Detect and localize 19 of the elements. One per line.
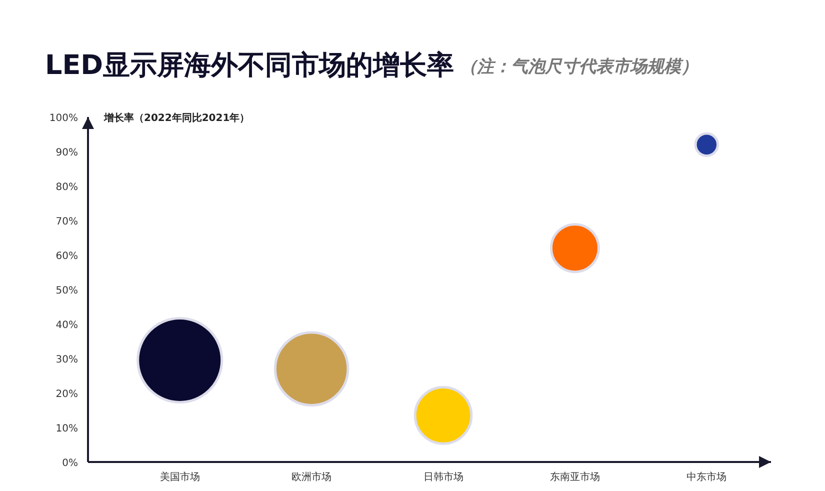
x-tick-label: 欧洲市场	[292, 471, 332, 483]
y-tick-label: 40%	[56, 320, 78, 331]
y-tick-label: 0%	[62, 458, 78, 469]
x-tick-label: 中东市场	[686, 471, 727, 483]
x-tick-label: 美国市场	[160, 471, 200, 483]
x-tick-label: 东南亚市场	[550, 471, 600, 483]
y-tick-label: 80%	[56, 182, 78, 193]
y-tick-label: 60%	[56, 251, 78, 262]
y-tick-label: 90%	[56, 148, 78, 158]
y-tick-label: 10%	[56, 424, 78, 434]
y-tick-label: 30%	[56, 354, 78, 366]
chart-subtitle: （注：气泡尺寸代表市场规模）	[460, 57, 698, 77]
y-tick-label: 20%	[56, 389, 78, 400]
x-tick-label: 日韩市场	[423, 471, 464, 483]
y-axis-title: 增长率（2022年同比2021年）	[103, 112, 250, 124]
y-tick-label: 100%	[49, 113, 78, 124]
y-tick-label: 50%	[56, 286, 78, 296]
y-tick-label: 70%	[56, 216, 78, 228]
chart-title: LED显示屏海外不同市场的增长率	[45, 50, 454, 81]
